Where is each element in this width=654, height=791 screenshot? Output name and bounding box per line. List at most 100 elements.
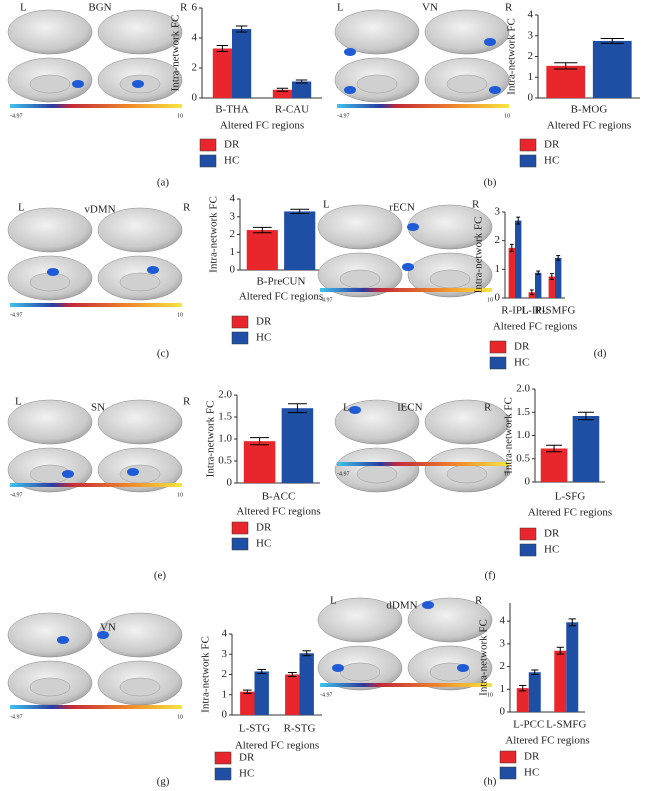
colorbar-min: -4.97 <box>337 471 350 477</box>
network-name: rECN <box>389 202 415 214</box>
network-name: dDMN <box>386 600 417 612</box>
x-tick-label: B-ACC <box>262 491 296 503</box>
legend-label: DR <box>514 341 530 353</box>
panel-label: (a) <box>157 177 170 189</box>
legend-swatch <box>199 138 217 152</box>
brain-medial <box>119 464 161 484</box>
legend-label: HC <box>524 767 539 779</box>
brain-surface <box>97 612 183 658</box>
brain-panel <box>317 204 493 298</box>
y-tick-label: 3 <box>230 210 236 222</box>
brain-surface <box>334 9 420 55</box>
y-tick-label: 1.0 <box>218 433 232 445</box>
brain-surface <box>7 399 93 445</box>
hemisphere-left: L <box>343 402 350 414</box>
y-tick-label: 0 <box>192 92 198 104</box>
bar <box>528 672 541 712</box>
y-tick-label: 0.5 <box>218 455 232 467</box>
colorbar <box>10 705 182 709</box>
brain-medial <box>29 74 71 94</box>
legend-label: HC <box>239 768 254 780</box>
y-tick-label: 2 <box>192 62 198 74</box>
brain-surface <box>7 612 93 658</box>
colorbar-min: -4.97 <box>320 692 333 698</box>
legend-label: DR <box>544 528 560 540</box>
legend-swatch <box>231 521 249 535</box>
brain-surface <box>97 9 183 55</box>
brain-surface <box>7 207 93 253</box>
brain-medial <box>429 269 471 289</box>
y-tick-label: 1.0 <box>516 429 530 441</box>
y-axis-label: Intra-network FC <box>208 196 220 273</box>
y-tick-label: 1 <box>528 71 534 83</box>
x-tick-label: R-STG <box>284 723 316 735</box>
x-axis-label: Altered FC regions <box>547 120 631 132</box>
y-tick-label: 2 <box>528 50 534 62</box>
y-axis-label: Intra-network FC <box>473 217 485 294</box>
legend-swatch <box>199 154 217 168</box>
y-tick-label: 1.5 <box>516 406 530 418</box>
brain-panel <box>317 597 493 691</box>
activation <box>47 268 59 276</box>
bar <box>540 448 568 482</box>
x-tick-label: L-SFG <box>555 491 586 503</box>
activation <box>457 664 469 672</box>
y-tick-label: 1 <box>500 683 506 695</box>
legend-label: HC <box>224 155 239 167</box>
legend-swatch <box>214 767 232 781</box>
bar <box>548 276 555 298</box>
y-tick-label: 0 <box>227 477 233 489</box>
y-tick-label: 0.5 <box>516 452 530 464</box>
x-axis-label: Altered FC regions <box>528 507 612 519</box>
y-tick-label: 2.0 <box>218 389 232 401</box>
panel-label: (f) <box>485 570 496 582</box>
y-tick-label: 1 <box>230 246 236 258</box>
legend-label: DR <box>524 751 540 763</box>
brain-surface <box>317 597 403 643</box>
colorbar-max: 10 <box>177 492 183 498</box>
y-tick-label: 0 <box>525 476 531 488</box>
network-name: VN <box>100 622 116 634</box>
y-tick-label: 0 <box>500 706 506 718</box>
colorbar-min: -4.97 <box>320 297 333 303</box>
x-tick-label: B-MOG <box>571 104 608 116</box>
y-tick-label: 3 <box>495 206 501 218</box>
legend-label: HC <box>256 538 271 550</box>
colorbar-max: 10 <box>504 471 510 477</box>
bar <box>528 292 535 298</box>
brain-surface <box>407 597 493 643</box>
activation <box>422 601 434 609</box>
y-tick-label: 0 <box>230 264 236 276</box>
panel-label: (e) <box>154 570 167 582</box>
y-tick-label: 2 <box>495 234 501 246</box>
y-axis-label: Intra-network FC <box>506 18 518 95</box>
hemisphere-left: L <box>330 595 337 607</box>
colorbar <box>320 683 492 687</box>
bar <box>516 688 529 712</box>
panel-label: (d) <box>594 348 607 360</box>
panel-label: (c) <box>157 348 170 360</box>
network-name: BGN <box>88 2 111 14</box>
bar <box>546 65 586 98</box>
activation <box>62 470 74 478</box>
y-tick-label: 3 <box>528 29 534 41</box>
bar <box>592 40 632 98</box>
legend-swatch <box>519 154 537 168</box>
brain-panel <box>7 399 183 493</box>
colorbar-min: -4.97 <box>10 113 23 119</box>
activation <box>57 636 69 644</box>
panel-label: (g) <box>157 776 170 788</box>
y-tick-label: 0 <box>528 92 534 104</box>
brain-panel <box>334 9 510 108</box>
colorbar-max: 10 <box>504 113 510 119</box>
brain-medial <box>339 269 381 289</box>
bar <box>246 230 278 270</box>
y-tick-label: 2 <box>222 668 228 680</box>
legend-label: HC <box>256 332 271 344</box>
y-tick-label: 6 <box>192 2 198 14</box>
bar <box>299 653 314 715</box>
colorbar <box>10 104 182 108</box>
bar <box>254 671 269 715</box>
y-tick-label: 2.0 <box>516 383 530 395</box>
